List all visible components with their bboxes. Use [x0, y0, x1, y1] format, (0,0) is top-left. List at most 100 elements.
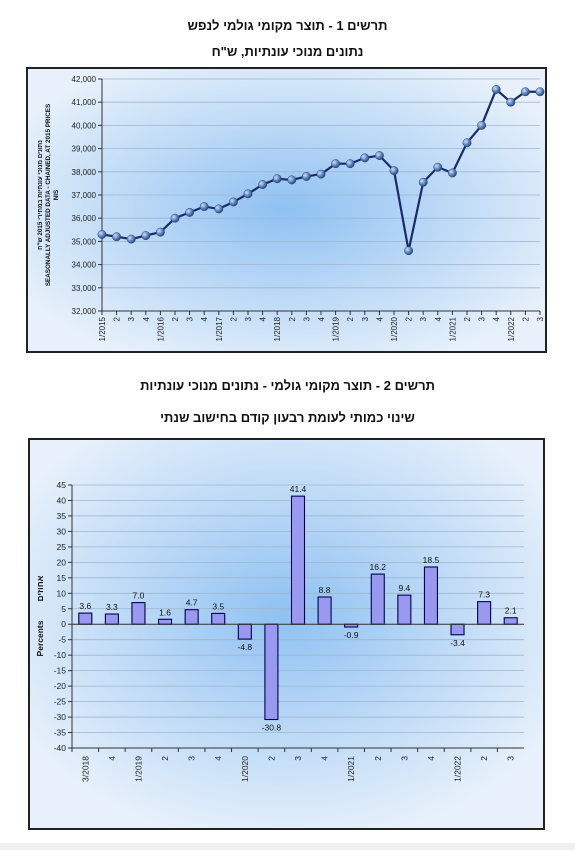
chart1-data-point: [389, 166, 399, 176]
chart1-y-tick-label: 42,000: [72, 75, 97, 84]
chart1-x-tick-label: 4: [200, 316, 209, 321]
chart1-data-point: [185, 207, 195, 217]
chart1-x-tick-label: 1/2021: [448, 316, 457, 341]
chart1-y-axis-label-line: SEASONALLY ADJUSTED DATA - CHAINED, AT 2…: [45, 104, 52, 286]
chart1-data-point: [462, 138, 472, 148]
chart2-bar: [370, 573, 385, 625]
chart2-data-label: 9.4: [398, 583, 410, 593]
chart2-data-label: 4.7: [186, 598, 198, 608]
chart1-x-tick-label: 1/2016: [156, 316, 165, 341]
chart2-bar: [477, 601, 492, 625]
chart2-subtitle: שינוי כמותי לעומת רבעון קודם בחישוב שנתי: [160, 410, 415, 425]
chart1-data-point: [374, 151, 384, 161]
chart2-bar: [158, 618, 173, 625]
chart2-bar: [104, 613, 119, 625]
chart2-bar: [450, 623, 465, 636]
chart1-data-point: [404, 246, 414, 256]
chart1-data-point: [331, 159, 341, 169]
chart2-data-label: 1.6: [159, 607, 171, 617]
chart1-x-tick-label: 4: [317, 316, 326, 321]
chart1-y-tick-label: 35,000: [72, 237, 97, 246]
chart1-x-tick-label: 4: [434, 316, 443, 321]
chart2-bar: [237, 623, 252, 640]
chart2-y-tick-label: -20: [54, 681, 67, 691]
chart1-x-tick-label: 3: [536, 316, 545, 321]
chart2-data-label: -30.8: [262, 723, 282, 733]
chart2-y-axis-label-en: Percents: [35, 620, 45, 656]
chart1-data-point: [228, 197, 238, 207]
chart1-y-tick-label: 36,000: [72, 214, 97, 223]
chart1-x-tick-label: 1/2019: [332, 316, 341, 341]
chart2-data-label: -0.9: [344, 630, 359, 640]
chart2-y-tick-label: 40: [57, 495, 67, 505]
chart2-y-tick-label: 5: [61, 604, 66, 614]
chart2-bar: [78, 612, 93, 625]
chart2-data-label: 3.5: [212, 601, 224, 611]
chart2-bar: [131, 602, 146, 625]
chart1-y-tick-label: 32,000: [72, 307, 97, 316]
chart1-y-axis-label: נתונים מנוכי עונתיות במחירי 2015 ש"ח SEAS…: [37, 104, 60, 286]
chart1-data-point: [345, 159, 355, 169]
chart2-plot: Percents אחוזים 45 40 35 30 25 20 15 10 5 0 -5 -10 -1…: [30, 440, 543, 828]
chart1-x-tick-label: 1/2020: [390, 316, 399, 341]
chart2-x-tick-label: 2: [479, 756, 489, 761]
chart1-data-point: [97, 229, 107, 239]
chart2-y-tick-label: 30: [57, 526, 67, 536]
chart1-data-point: [316, 169, 326, 179]
chart2-data-label: 7.3: [478, 590, 490, 600]
chart1-x-tick-label: 3: [478, 316, 487, 321]
chart1-y-tick-label: 34,000: [72, 261, 97, 270]
chart2-data-label: 18.5: [423, 555, 440, 565]
chart1-y-tick-label: 41,000: [72, 98, 97, 107]
chart1-x-tick-label: 3: [244, 316, 253, 321]
chart1-y-tick-label: 40,000: [72, 121, 97, 130]
chart1-data-point: [272, 174, 282, 184]
chart2-data-label: 3.3: [106, 602, 118, 612]
chart2-bar: [423, 566, 438, 625]
chart2-bar: [290, 495, 306, 625]
chart1-x-tick-label: 4: [375, 316, 384, 321]
chart2-x-tick-label: 3: [506, 756, 516, 761]
chart2-data-label: 16.2: [369, 562, 386, 572]
chart2-y-tick-label: 20: [57, 557, 67, 567]
chart2-data-label: 7.0: [133, 591, 145, 601]
chart1-data-point: [301, 171, 311, 181]
chart2-x-tick-label: 2: [160, 756, 170, 761]
chart2-y-tick-label: 25: [57, 542, 67, 552]
chart2-y-tick-label: 15: [57, 573, 67, 583]
chart2-y-tick-label: -40: [54, 743, 67, 753]
chart1-x-tick-label: 1/2015: [98, 316, 107, 341]
chart2-y-tick-label: -10: [54, 650, 67, 660]
chart2-y-tick-label: -35: [54, 728, 67, 738]
chart2-x-tick-label: 1/2022: [453, 756, 463, 782]
chart2-data-label: -4.8: [237, 642, 252, 652]
chart2-data-label: 8.8: [319, 585, 331, 595]
chart2-bar: [397, 594, 412, 625]
chart1-data-point: [491, 84, 501, 94]
chart1-title: תרשים 1 - תוצר מקומי גולמי לנפש: [187, 18, 388, 33]
chart1-x-tick-label: 1/2017: [215, 316, 224, 341]
chart2-frame: Percents אחוזים 45 40 35 30 25 20 15 10 5 0 -5 -10 -1…: [28, 438, 545, 830]
chart1-data-point: [506, 97, 516, 107]
chart2-x-tick-label: 4: [107, 756, 117, 761]
chart1-data-point: [258, 180, 268, 190]
chart2-bar: [503, 617, 518, 625]
chart2-x-tick-label: 4: [320, 756, 330, 761]
chart1-data-point: [126, 234, 136, 244]
chart1-x-tick-label: 2: [521, 316, 530, 321]
chart2-x-tick-label: 1/2019: [133, 756, 143, 782]
chart2-y-tick-label: -15: [54, 666, 67, 676]
chart1-x-tick-label: 4: [259, 316, 268, 321]
chart2-data-label: -3.4: [450, 638, 465, 648]
chart1-x-tick-label: 3: [419, 316, 428, 321]
chart1-data-point: [112, 232, 122, 242]
chart1-x-tick-label: 2: [463, 316, 472, 321]
chart1-y-axis-label-line: NIS: [53, 190, 60, 201]
chart2-x-tick-label: 1/2020: [240, 756, 250, 782]
chart1-data-point: [418, 177, 428, 187]
chart1-x-tick-label: 3: [361, 316, 370, 321]
chart1-x-tick-label: 2: [171, 316, 180, 321]
chart1-data-point: [447, 168, 457, 178]
chart2-bar: [317, 596, 332, 625]
chart2-y-tick-label: 10: [57, 588, 67, 598]
